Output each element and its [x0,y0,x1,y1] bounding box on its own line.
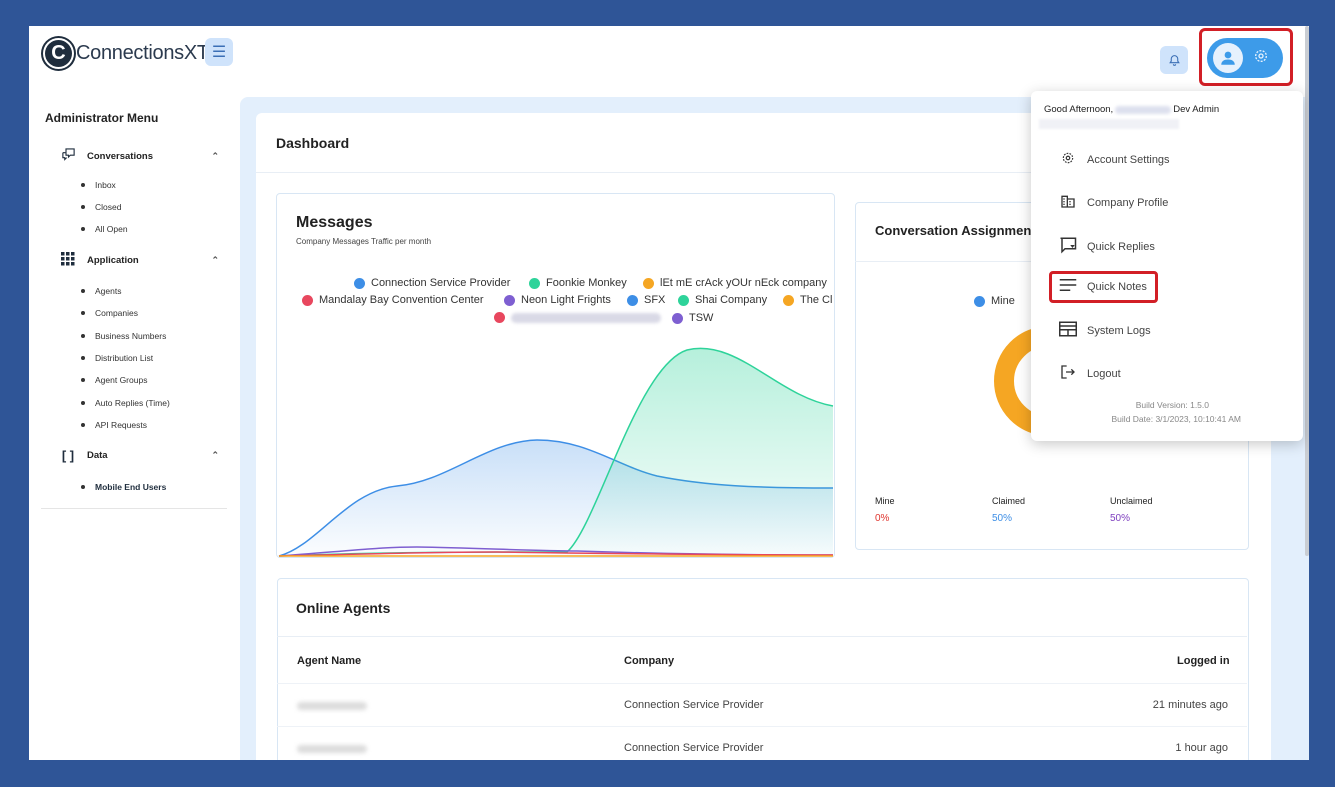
sidebar-item-companies[interactable]: Companies [81,308,138,318]
profile-dropdown-menu: Good Afternoon, Dev Admin Account Setting… [1031,91,1303,441]
profile-menu-button[interactable] [1207,38,1283,78]
sidebar-divider [41,508,227,509]
legend-item[interactable]: Mandalay Bay Convention Center [302,294,483,306]
hamburger-menu-button[interactable]: ☰ [205,38,233,66]
brackets-icon: [ ] [61,448,75,463]
highlight-box-quick-notes [1049,271,1158,303]
bell-icon [1168,54,1180,66]
legend-item[interactable]: Shai Company [678,294,767,306]
series-area-foonkie-monkey [567,348,833,556]
menu-item-system-logs[interactable]: System Logs [1057,321,1151,341]
logs-icon [1057,321,1079,341]
brand-name: ConnectionsXT™ [76,42,216,64]
sidebar-item-mobile-end-users[interactable]: Mobile End Users [81,482,166,492]
conversations-icon [59,147,77,165]
divider [277,636,1247,637]
conversation-title: Conversation Assignments [875,223,1043,238]
legend-item[interactable]: The Cl [783,294,835,306]
sidebar-item-auto-replies[interactable]: Auto Replies (Time) [81,398,170,408]
user-icon [1213,43,1243,73]
agent-name-redacted [297,745,367,753]
sidebar-item-agents[interactable]: Agents [81,286,121,296]
sidebar-item-api-requests[interactable]: API Requests [81,420,147,430]
sidebar-item-inbox[interactable]: Inbox [81,180,116,190]
sidebar-item-closed[interactable]: Closed [81,202,121,212]
sidebar-section-application[interactable]: Application ⌃ [59,252,219,269]
gear-icon [1057,151,1079,169]
logo[interactable]: C ConnectionsXT™ [45,40,216,67]
chevron-up-icon[interactable]: ⌃ [211,150,219,161]
sidebar-item-agent-groups[interactable]: Agent Groups [81,375,147,385]
grid-icon [59,252,77,269]
sidebar-item-distribution-list[interactable]: Distribution List [81,353,153,363]
row-divider [277,683,1247,684]
legend-item[interactable]: Neon Light Frights [504,294,611,306]
logo-mark: C [45,40,72,67]
menu-item-logout[interactable]: Logout [1057,364,1121,384]
divider [256,172,1271,173]
notes-icon [1057,278,1079,296]
stat-value-claimed: 50% [992,513,1013,524]
legend-item[interactable]: lEt mE crAck yOUr nEck company [643,277,827,289]
stat-value-unclaimed: 50% [1110,513,1131,524]
stat-value-mine: 0% [875,513,890,524]
agent-logged-in: 1 hour ago [1175,742,1228,754]
agent-logged-in: 21 minutes ago [1152,699,1228,711]
redacted-company [511,312,661,323]
messages-title: Messages [296,214,373,231]
stat-label-unclaimed: Unclaimed [1110,496,1153,506]
gear-icon [1253,48,1269,69]
menu-item-quick-replies[interactable]: Quick Replies [1057,236,1155,258]
legend-item[interactable]: Foonkie Monkey [529,277,627,289]
chevron-up-icon[interactable]: ⌃ [211,450,219,460]
menu-item-account-settings[interactable]: Account Settings [1057,151,1170,169]
hamburger-icon: ☰ [211,44,227,61]
legend-item[interactable]: SFX [627,294,665,306]
menu-item-company-profile[interactable]: Company Profile [1057,193,1168,213]
section-label: Conversations [87,150,153,162]
building-icon [1057,193,1079,213]
sidebar-item-business-numbers[interactable]: Business Numbers [81,331,166,341]
legend-item[interactable]: Connection Service Provider [354,277,510,289]
column-header-agent-name[interactable]: Agent Name [297,655,362,667]
scrollbar[interactable] [1305,26,1309,556]
user-name-redacted [1115,105,1172,114]
legend-item-mine[interactable]: Mine [974,295,1015,307]
build-date: Build Date: 3/1/2023, 10:10:41 AM [1111,414,1241,424]
column-header-company[interactable]: Company [624,655,675,667]
page-title: Dashboard [276,135,350,151]
messages-subtitle: Company Messages Traffic per month [296,237,432,246]
chevron-up-icon[interactable]: ⌃ [211,255,219,265]
section-label: Application [87,255,139,266]
stat-label-mine: Mine [875,496,895,506]
online-agents-title: Online Agents [296,600,391,616]
app-window: C ConnectionsXT™ ☰ Administrator Menu Co… [29,26,1309,760]
legend-item[interactable]: TSW [672,312,713,324]
agent-name-redacted [297,702,367,710]
stat-label-claimed: Claimed [992,496,1026,506]
build-version: Build Version: 1.5.0 [1135,400,1209,410]
notifications-button[interactable] [1160,46,1188,74]
row-divider [277,726,1247,727]
chat-icon [1057,236,1079,258]
agent-company: Connection Service Provider [624,699,764,711]
highlight-box-profile [1199,28,1293,86]
column-header-logged-in[interactable]: Logged in [1177,655,1230,667]
section-label: Data [87,450,108,461]
legend-item[interactable] [494,312,661,323]
series-line-mandalay-bay [278,551,834,557]
logout-icon [1057,364,1079,384]
sidebar-section-data[interactable]: [ ] Data ⌃ [59,448,219,463]
menu-item-quick-notes[interactable]: Quick Notes [1057,278,1147,296]
sidebar-section-conversations[interactable]: Conversations ⌃ [59,147,219,165]
sidebar-title: Administrator Menu [45,111,159,125]
sidebar-item-all-open[interactable]: All Open [81,224,128,234]
agent-company: Connection Service Provider [624,742,764,754]
online-agents-card [277,578,1249,760]
messages-chart [278,347,834,557]
greeting: Good Afternoon, Dev Admin [1044,104,1220,115]
